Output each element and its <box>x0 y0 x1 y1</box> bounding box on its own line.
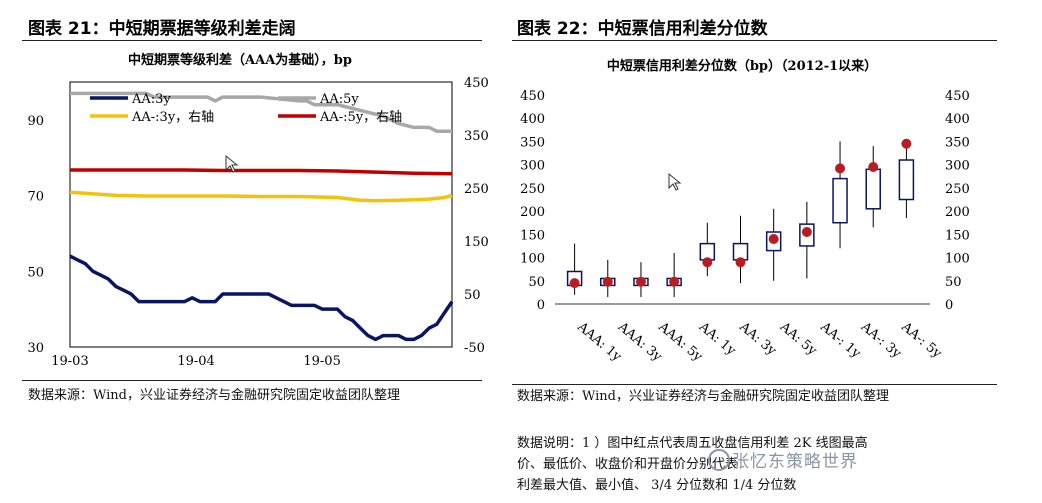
left-y-tick-label: 350 <box>520 135 545 150</box>
right-y-tick-label: 350 <box>945 135 970 150</box>
right-data-note: 数据说明：1 ）图中红点代表周五收盘信用利差 2K 线图最高 价、最低价、收盘价… <box>517 433 997 496</box>
left-source-note: 数据来源：Wind，兴业证券经济与金融研究院固定收益团队整理 <box>28 388 400 403</box>
current-spread-marker <box>801 227 812 238</box>
left-y-tick-label: 70 <box>27 190 44 205</box>
x-tick-label: 19-05 <box>303 354 340 369</box>
category-label: AA: 5y <box>776 319 820 359</box>
right-y-tick-label: 150 <box>464 235 489 250</box>
x-tick-label: 19-04 <box>177 354 214 369</box>
right-y-tick-label: 400 <box>945 112 970 127</box>
right-source-note: 数据来源：Wind，兴业证券经济与金融研究院固定收益团队整理 <box>517 389 889 404</box>
right-chart-title: 中短票信用利差分位数（bp）（2012-1以来） <box>607 58 877 74</box>
left-y-tick-label: 100 <box>520 252 545 267</box>
right-y-tick-label: 100 <box>945 252 970 267</box>
right-y-tick-label: 300 <box>945 159 970 174</box>
right-title-rule <box>512 40 997 41</box>
right-chart: 中短票信用利差分位数（bp）（2012-1以来） 0 0 50 50 100 100 150… <box>520 58 970 365</box>
right-note-line-1: 数据说明：1 ）图中红点代表周五收盘信用利差 2K 线图最高 <box>517 436 868 451</box>
category-label: AAA: 1y <box>574 319 625 365</box>
right-figure-title: 图表 22：中短票信用利差分位数 <box>517 19 768 39</box>
left-y-tick-label: 400 <box>520 112 545 127</box>
current-spread-marker <box>735 257 746 268</box>
left-y-tick-label: 30 <box>27 341 44 356</box>
right-y-tick-label: 50 <box>945 275 962 290</box>
right-y-tick-label: 250 <box>464 182 489 197</box>
current-spread-marker <box>669 276 680 287</box>
cursor-pointer-icon <box>668 172 682 191</box>
category-label: AAA: 3y <box>614 319 665 365</box>
watermark-logo-icon <box>708 449 730 471</box>
left-y-tick-label: 300 <box>520 159 545 174</box>
current-spread-marker <box>569 278 580 289</box>
series-line-2 <box>69 190 453 203</box>
right-y-tick-label: 50 <box>464 288 481 303</box>
current-spread-marker <box>635 276 646 287</box>
left-y-tick-label: 50 <box>528 275 545 290</box>
category-label: AA: 3y <box>736 319 780 359</box>
right-y-tick-label: 450 <box>464 76 489 91</box>
right-y-tick-label: 0 <box>945 298 953 313</box>
current-spread-marker <box>835 163 846 174</box>
legend-label: AA:5y <box>319 92 359 107</box>
legend-label: AA-:5y，右轴 <box>319 110 402 125</box>
watermark: 张忆东策略世界 <box>732 452 858 472</box>
box-body <box>865 168 881 210</box>
box-body <box>832 177 848 224</box>
right-note-line-2: 价、最低价、收盘价和开盘价分别代表 <box>517 457 739 472</box>
left-title-rule <box>22 40 482 41</box>
right-y-tick-label: 350 <box>464 129 489 144</box>
left-y-tick-label: 200 <box>520 205 545 220</box>
left-y-tick-label: 250 <box>520 182 545 197</box>
current-spread-marker <box>768 233 779 244</box>
category-label: AA-: 1y <box>817 319 864 362</box>
left-y-tick-label: 90 <box>27 114 44 129</box>
left-chart: 中短期票等级利差（AAA为基础），bp 30 50 70 90 -50 50 150 250 3… <box>27 52 489 369</box>
left-y-tick-label: 50 <box>27 265 44 280</box>
legend-label: AA-:3y，右轴 <box>131 110 214 125</box>
left-y-tick-label: 0 <box>537 298 545 313</box>
x-tick-label: 19-03 <box>51 354 88 369</box>
category-label: AA-: 3y <box>857 319 904 362</box>
current-spread-marker <box>901 138 912 149</box>
left-chart-title: 中短期票等级利差（AAA为基础），bp <box>128 52 352 68</box>
category-label: AA-: 5y <box>898 319 945 362</box>
right-source-rule <box>512 384 997 385</box>
left-y-tick-label: 450 <box>520 89 545 104</box>
legend-label: AA:3y <box>131 92 171 107</box>
current-spread-marker <box>702 257 713 268</box>
right-y-tick-label: 250 <box>945 182 970 197</box>
category-label: AAA: 5y <box>655 319 706 365</box>
series-line-3 <box>70 168 453 176</box>
right-y-tick-label: -50 <box>464 341 485 356</box>
left-y-tick-label: 150 <box>520 228 545 243</box>
right-note-line-3: 利差最大值、最小值、 3/4 分位数和 1/4 分位数 <box>517 478 797 493</box>
cursor-pointer-icon <box>225 154 239 173</box>
right-y-tick-label: 450 <box>945 89 970 104</box>
left-plot-frame <box>69 81 453 348</box>
current-spread-marker <box>602 276 613 287</box>
right-y-tick-label: 200 <box>945 205 970 220</box>
left-source-rule <box>22 380 482 381</box>
box-body <box>898 159 915 201</box>
series-line-0 <box>69 254 454 342</box>
current-spread-marker <box>868 161 879 172</box>
left-figure-title: 图表 21：中短期票据等级利差走阔 <box>28 19 296 39</box>
right-y-tick-label: 150 <box>945 228 970 243</box>
series-line-1 <box>70 91 452 133</box>
